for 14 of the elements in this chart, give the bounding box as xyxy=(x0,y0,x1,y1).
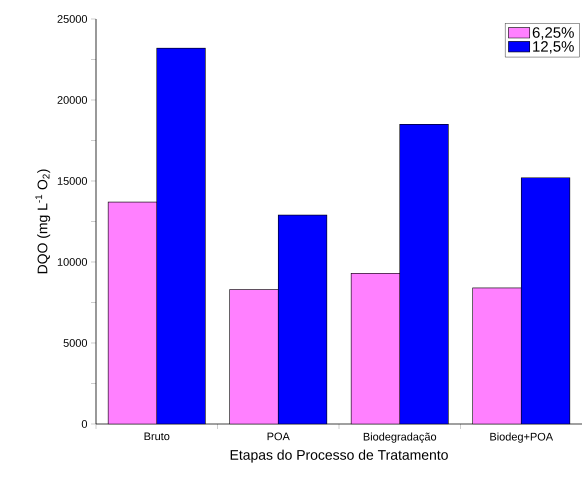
y-tick-label: 0 xyxy=(82,420,88,428)
y-tick-label: 20000 xyxy=(58,96,88,104)
legend-label: 6,25% xyxy=(532,27,574,40)
y-tick-label: 10000 xyxy=(58,258,88,266)
x-tick-label: Bruto xyxy=(144,432,170,440)
x-axis-title: Etapas do Processo de Tratamento xyxy=(230,450,448,463)
x-tick-label: Biodeg+POA xyxy=(490,432,554,443)
legend-label: 12,5% xyxy=(533,41,574,54)
y-tick-label: 25000 xyxy=(58,15,88,23)
x-tick-label: POA xyxy=(268,432,290,440)
x-tick-label: Biodegradação xyxy=(364,432,436,443)
y-tick-label: 15000 xyxy=(58,177,88,185)
y-axis-title: DQO (mg L$^{-1}$ O$_{2}$) xyxy=(35,169,50,274)
y-tick-label: 5000 xyxy=(64,339,88,347)
